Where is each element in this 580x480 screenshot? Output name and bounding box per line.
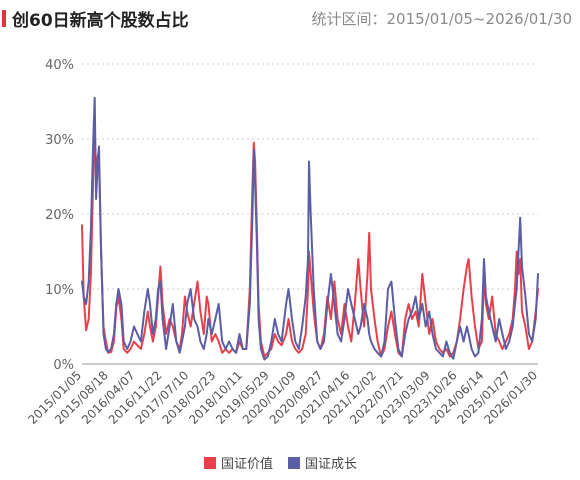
y-tick-label: 10% [45, 283, 74, 298]
y-tick-label: 0% [53, 358, 74, 373]
legend-swatch [204, 457, 216, 469]
statistics-range: 统计区间：2015/01/05~2026/01/30 [311, 10, 572, 28]
chart-title: 创60日新高个股数占比 [12, 11, 189, 31]
series-line-growth [81, 96, 539, 361]
legend-label: 国证价值 [221, 456, 273, 472]
y-tick-label: 30% [45, 133, 74, 148]
title-bar: 创60日新高个股数占比 统计区间：2015/01/05~2026/01/30 [0, 6, 580, 32]
y-tick-label: 40% [45, 58, 74, 73]
y-tick-label: 20% [45, 208, 74, 223]
title-accent-bar [2, 10, 6, 27]
series-line-value [81, 130, 539, 358]
legend-swatch [288, 457, 300, 469]
legend-label: 国证成长 [305, 457, 357, 472]
